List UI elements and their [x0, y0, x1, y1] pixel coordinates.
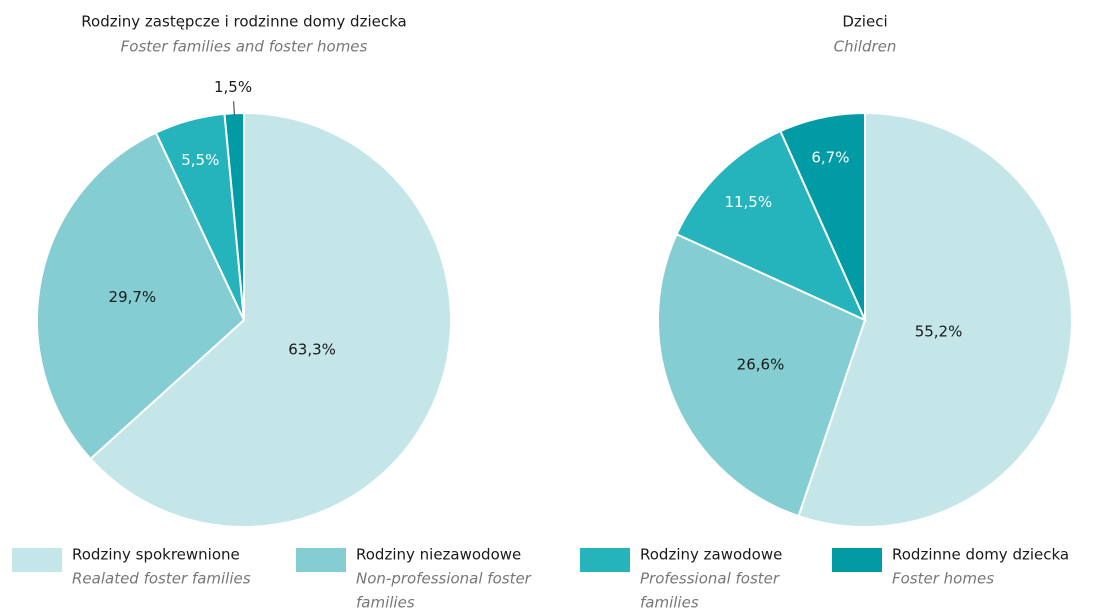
pie-slice	[89, 111, 452, 528]
data-label: 26,6%	[737, 356, 785, 374]
data-label: 6,7%	[811, 149, 849, 167]
data-label: 63,3%	[288, 341, 336, 359]
legend-label: Rodziny niezawodowe	[356, 546, 521, 564]
legend-label: Rodzinne domy dziecka	[892, 546, 1069, 564]
chart-title: Dzieci	[842, 13, 887, 31]
legend-sublabel: families	[640, 594, 699, 612]
pie-slice	[675, 129, 867, 323]
chart-subtitle: Children	[834, 38, 897, 56]
legend-swatch	[580, 548, 630, 572]
pie-slice	[797, 111, 1073, 528]
legend-swatch	[296, 548, 346, 572]
legend-sublabel: Non-professional foster	[356, 570, 532, 588]
pie-slice	[36, 131, 246, 461]
legend-sublabel: Professional foster	[640, 570, 780, 588]
legend-swatch	[832, 548, 882, 572]
legend-sublabel: Foster homes	[892, 570, 994, 588]
legend-sublabel: families	[356, 594, 415, 612]
data-label: 55,2%	[915, 323, 963, 341]
pie-slice	[779, 111, 866, 321]
data-label: 1,5%	[214, 78, 252, 96]
data-label: 11,5%	[724, 193, 772, 211]
leader-line	[233, 101, 235, 116]
legend-sublabel: Realated foster families	[72, 570, 251, 588]
chart-title: Rodziny zastępcze i rodzinne domy dzieck…	[81, 13, 406, 31]
pie-slice	[657, 232, 867, 518]
legend-label: Rodziny zawodowe	[640, 546, 782, 564]
data-label: 5,5%	[181, 151, 219, 169]
data-label: 29,7%	[109, 288, 157, 306]
legend-label: Rodziny spokrewnione	[72, 546, 240, 564]
legend-swatch	[12, 548, 62, 572]
chart-subtitle: Foster families and foster homes	[121, 38, 368, 56]
